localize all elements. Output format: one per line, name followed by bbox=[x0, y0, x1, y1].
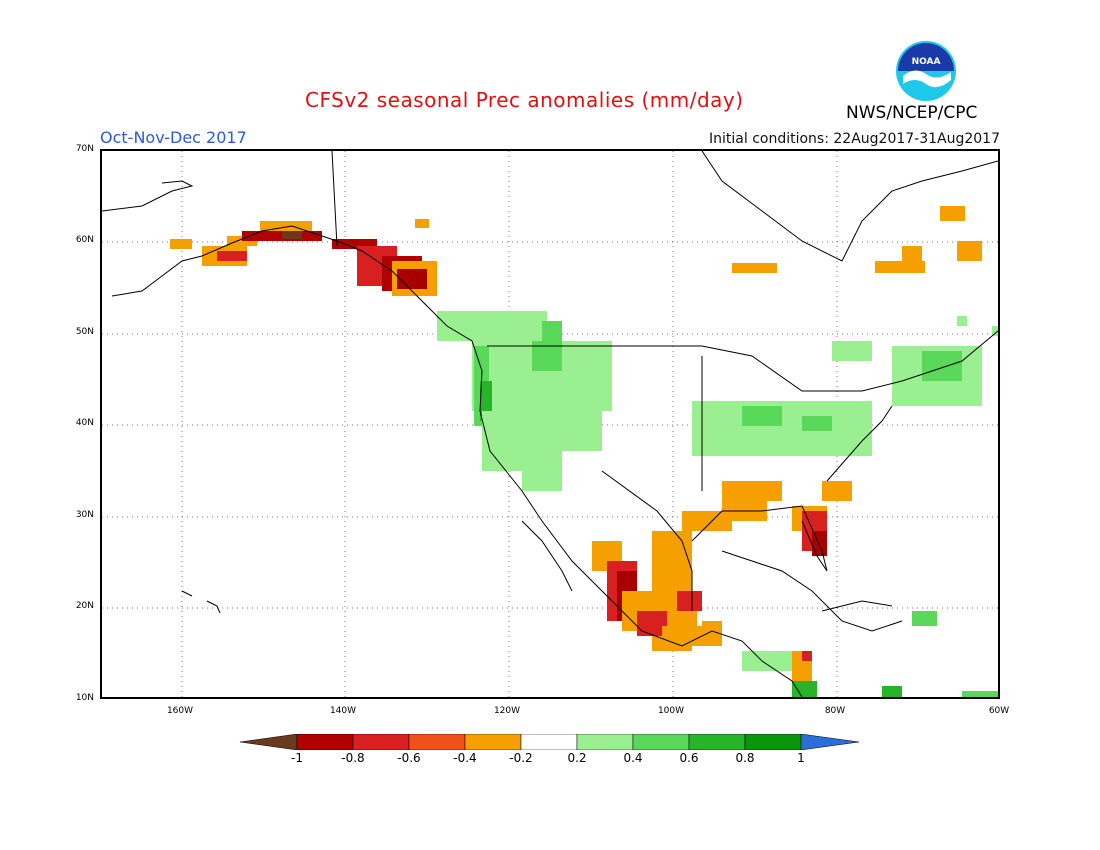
initial-conditions-label: Initial conditions: 22Aug2017-31Aug2017 bbox=[709, 131, 1000, 147]
lat-label-70n: 70N bbox=[75, 144, 94, 154]
lon-label-100w: 100W bbox=[657, 706, 685, 716]
colorbar-label: 0.4 bbox=[623, 751, 643, 765]
colorbar-label: 0.6 bbox=[679, 751, 699, 765]
lon-label-80w: 80W bbox=[824, 706, 846, 716]
colorbar-segment bbox=[688, 734, 746, 750]
precip-anomaly-map bbox=[100, 149, 1000, 699]
lon-label-160w: 160W bbox=[166, 706, 194, 716]
agency-label: NWS/NCEP/CPC bbox=[846, 103, 978, 123]
colorbar-segment bbox=[520, 734, 578, 750]
colorbar-segment bbox=[576, 734, 634, 750]
lat-label-20n: 20N bbox=[75, 601, 94, 611]
lon-label-120w: 120W bbox=[493, 706, 521, 716]
svg-text:NOAA: NOAA bbox=[912, 57, 941, 67]
colorbar-label: -0.6 bbox=[397, 751, 421, 765]
colorbar-segment bbox=[744, 734, 802, 750]
lat-label-60n: 60N bbox=[75, 235, 94, 245]
colorbar-segment bbox=[408, 734, 466, 750]
lat-label-40n: 40N bbox=[75, 418, 94, 428]
colorbar-legend bbox=[240, 734, 860, 750]
colorbar-segment bbox=[464, 734, 522, 750]
colorbar-segment bbox=[296, 734, 354, 750]
lat-label-10n: 10N bbox=[75, 693, 94, 703]
colorbar-segment bbox=[240, 734, 298, 750]
colorbar-segment bbox=[352, 734, 410, 750]
colorbar-label: 1 bbox=[797, 751, 805, 765]
lon-label-140w: 140W bbox=[329, 706, 357, 716]
colorbar-label: -0.4 bbox=[453, 751, 477, 765]
colorbar-label: -0.2 bbox=[509, 751, 533, 765]
colorbar-label: -1 bbox=[291, 751, 303, 765]
season-label: Oct-Nov-Dec 2017 bbox=[100, 128, 247, 147]
colorbar-label: 0.8 bbox=[735, 751, 755, 765]
colorbar-segment bbox=[632, 734, 690, 750]
lon-label-60w: 60W bbox=[988, 706, 1010, 716]
map-canvas bbox=[102, 151, 998, 697]
anomaly-shading bbox=[170, 206, 998, 697]
map-title: CFSv2 seasonal Prec anomalies (mm/day) bbox=[305, 88, 744, 112]
colorbar-segment bbox=[800, 734, 860, 750]
lat-label-30n: 30N bbox=[75, 510, 94, 520]
colorbar-label: 0.2 bbox=[567, 751, 587, 765]
colorbar-label: -0.8 bbox=[341, 751, 365, 765]
coastlines bbox=[102, 151, 998, 697]
noaa-logo-icon: NOAA bbox=[896, 41, 956, 101]
lat-label-50n: 50N bbox=[75, 327, 94, 337]
